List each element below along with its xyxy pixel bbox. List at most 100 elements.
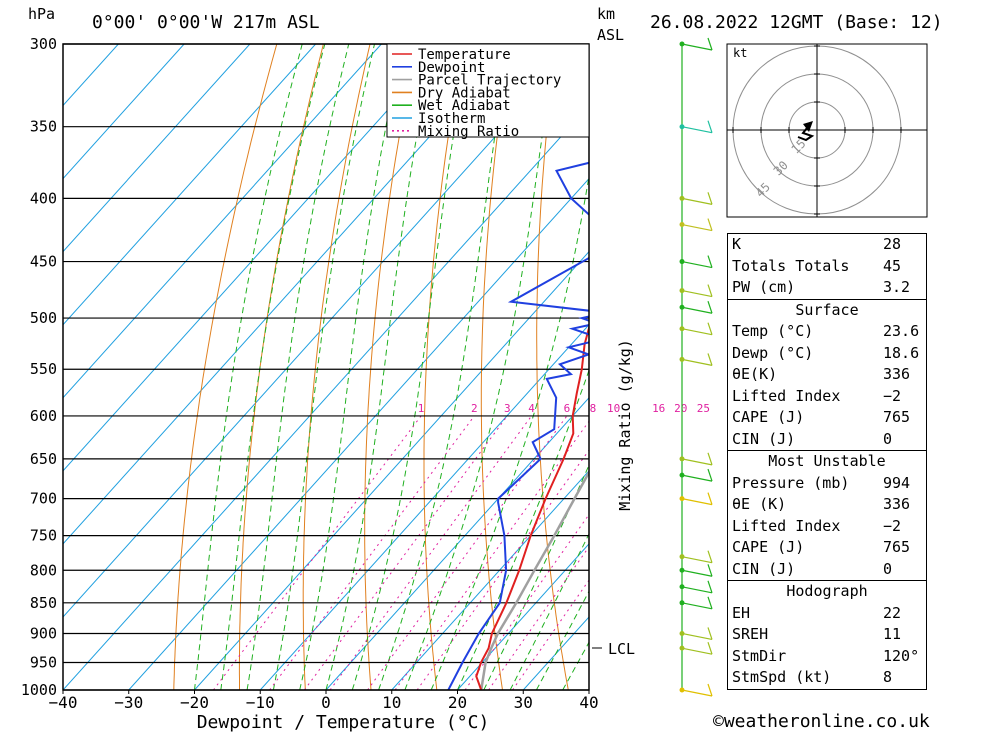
mu-cape-row: CAPE (J) 765 xyxy=(732,538,911,556)
isotherm-line xyxy=(128,177,589,690)
wind-barb-flag xyxy=(707,641,713,655)
x-axis-title: Dewpoint / Temperature (°C) xyxy=(197,712,490,733)
x-tick-label: −40 xyxy=(49,693,78,712)
pressure-tick-label: 500 xyxy=(30,309,57,327)
isotherm-line xyxy=(63,44,382,399)
wind-barb-flag xyxy=(707,492,713,505)
wind-barb-flag xyxy=(707,255,713,268)
hpa-unit-label: hPa xyxy=(28,5,56,23)
wind-barb-shaft xyxy=(681,358,713,366)
pressure-tick-label: 300 xyxy=(30,35,57,53)
x-tick-label: −10 xyxy=(246,693,275,712)
surface-li-row: Lifted Index −2 xyxy=(732,386,902,405)
isotherm-line xyxy=(63,44,580,618)
wind-barb-shaft xyxy=(681,498,713,506)
mixing-ratio-line xyxy=(512,579,589,690)
km-label: km xyxy=(597,5,616,23)
index-row-k: K 28 xyxy=(732,235,902,253)
wind-barb-shaft xyxy=(681,689,713,697)
mixing-ratio-line xyxy=(488,545,589,690)
mu-pressure-row: Pressure (mb) 994 xyxy=(732,473,911,492)
pressure-tick-label: 650 xyxy=(30,450,57,468)
x-tick-label: 40 xyxy=(579,693,598,712)
wind-barb-shaft xyxy=(681,458,713,466)
mixing-ratio-label: 8 xyxy=(590,402,597,415)
wind-barb-flag xyxy=(707,564,713,577)
storm-motion-marker xyxy=(803,121,813,132)
wet-adiabat-line xyxy=(220,44,326,690)
mixing-ratio-line xyxy=(367,415,568,690)
lcl-label: LCL xyxy=(608,640,635,658)
pressure-tick-label: 700 xyxy=(30,490,57,508)
index-row-totals: Totals Totals 45 xyxy=(732,256,902,275)
wind-barb-shaft xyxy=(681,647,713,655)
surface-cape-row: CAPE (J) 765 xyxy=(732,408,911,426)
dewpoint-profile xyxy=(447,161,589,690)
wet-adiabat-line xyxy=(246,44,350,690)
credit-link[interactable]: ©weatheronline.co.uk xyxy=(713,711,930,732)
isotherm-line xyxy=(325,397,589,690)
surface-dewp-row: Dewp (°C) 18.6 xyxy=(732,343,920,362)
wind-barb-flag xyxy=(707,596,713,609)
isotherm-line xyxy=(457,543,589,690)
x-tick-label: −30 xyxy=(114,693,143,712)
legend-entry: Parcel Trajectory xyxy=(418,73,561,89)
isotherm-line xyxy=(194,250,589,690)
wind-barb-shaft xyxy=(681,632,713,641)
isotherm-line xyxy=(391,470,589,690)
isotherm-line xyxy=(259,323,589,690)
wind-barb-flag xyxy=(707,580,713,593)
wind-barb-flag xyxy=(707,627,713,640)
indices-table: K 28 Totals Totals 45 PW (cm) 3.2 Surface T… xyxy=(727,233,927,690)
wet-adiabat-line xyxy=(194,44,303,690)
isotherm-line xyxy=(63,44,514,545)
mixing-ratio-label: 20 xyxy=(674,402,687,415)
wind-barb-shaft xyxy=(681,43,713,51)
mixing-ratio-label: 6 xyxy=(564,402,571,415)
wind-barb-flag xyxy=(707,322,713,335)
wind-barb-shaft xyxy=(681,197,713,205)
legend-entry: Wet Adiabat xyxy=(418,98,511,114)
pressure-tick-label: 950 xyxy=(30,653,57,671)
x-tick-label: 30 xyxy=(514,693,533,712)
asl-label: ASL xyxy=(597,26,625,44)
surface-cin-row: CIN (J) 0 xyxy=(732,429,893,448)
mixing-ratio-line xyxy=(303,415,508,690)
wind-barb-column xyxy=(679,37,713,697)
mixing-ratio-line xyxy=(329,415,532,690)
pressure-tick-label: 850 xyxy=(30,594,57,612)
index-row-pw: PW (cm) 3.2 xyxy=(732,278,911,296)
dry-adiabat-line xyxy=(929,44,1000,690)
x-tick-label: 0 xyxy=(321,693,331,712)
hodograph-unit: kt xyxy=(733,46,747,60)
mixing-ratio-line xyxy=(269,415,475,690)
wind-barb-flag xyxy=(707,284,713,297)
dry-adiabat-line xyxy=(976,44,1000,690)
wind-barb-shaft xyxy=(681,586,713,594)
pressure-tick-label: 900 xyxy=(30,624,57,642)
mixing-ratio-label: 1 xyxy=(418,402,425,415)
wind-barb-shaft xyxy=(681,289,713,298)
location-title: 0°00' 0°00'W 217m ASL xyxy=(92,12,320,33)
mixing-ratio-line xyxy=(416,449,589,690)
mixing-ratio-label: 4 xyxy=(528,402,535,415)
wind-barb-shaft xyxy=(681,569,713,577)
wind-barb-flag xyxy=(707,452,713,466)
temperature-profile xyxy=(475,324,589,690)
pressure-tick-label: 450 xyxy=(30,253,57,271)
wet-adiabat-line xyxy=(430,173,589,690)
pressure-tick-label: 550 xyxy=(30,360,57,378)
pressure-tick-label: 800 xyxy=(30,561,57,579)
legend-entry: Temperature xyxy=(418,47,511,63)
isotherm-line xyxy=(63,44,185,180)
wind-barb-flag xyxy=(707,192,713,205)
stmdir-row: StmDir 120° xyxy=(732,646,920,665)
wind-barb-flag xyxy=(707,353,713,366)
surface-section-title: Surface xyxy=(727,298,927,321)
hodograph-trace xyxy=(797,127,815,142)
x-tick-label: 10 xyxy=(382,693,401,712)
pressure-tick-label: 1000 xyxy=(21,681,57,699)
